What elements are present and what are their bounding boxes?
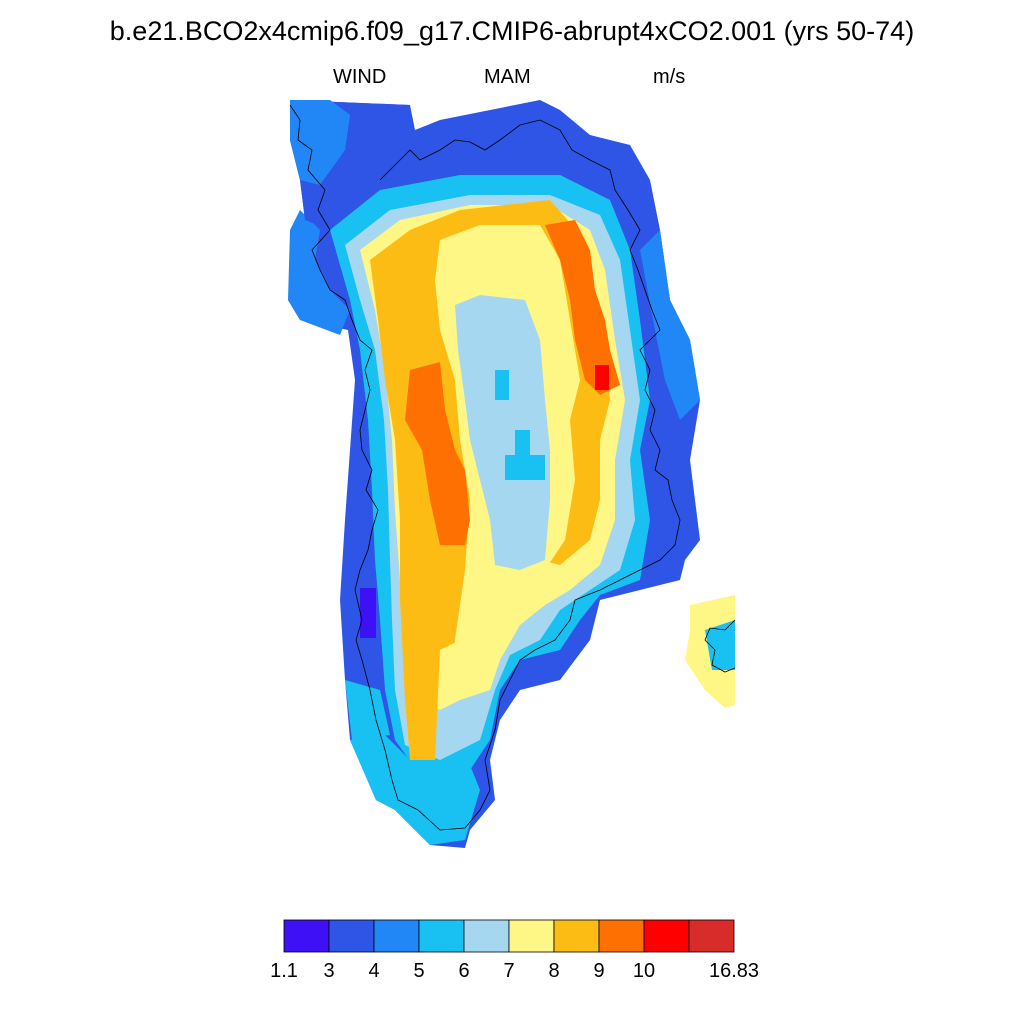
- colorbar-swatch: [598, 919, 645, 953]
- sw-fringe: [345, 680, 390, 740]
- wind-field: [288, 100, 735, 848]
- colorbar-tick-label: 7: [503, 960, 515, 982]
- colorbar-tick-label: 10: [632, 960, 656, 982]
- colorbar-swatch: [463, 919, 510, 953]
- east-fringe: [640, 230, 700, 420]
- west-fringe: [288, 210, 350, 335]
- colorbar-swatch: [418, 919, 465, 953]
- iceland-inner: [705, 620, 735, 670]
- colorbar-tick-label: 3: [323, 960, 335, 982]
- units-label: m/s: [653, 66, 686, 88]
- colorbar-tick-label: 1.1: [270, 960, 298, 982]
- variable-label: WIND: [333, 66, 387, 88]
- central-spot-5-6: [505, 455, 545, 480]
- colorbar-tick-label: 5: [413, 960, 425, 982]
- colorbar-swatch: [283, 919, 330, 953]
- west-min-1-3: [360, 588, 376, 638]
- west-jet-9-10: [405, 362, 470, 545]
- greenland-coastline: [289, 104, 681, 831]
- central-spot-5-6: [515, 430, 530, 455]
- season-label: MAM: [484, 66, 531, 88]
- colorbar-swatch: [688, 919, 735, 953]
- colorbar-swatch: [508, 919, 555, 953]
- northwest-inner: [290, 100, 350, 185]
- colorbar-tick-label: 9: [593, 960, 605, 982]
- east-jet-max: [595, 365, 609, 390]
- central-6-7: [455, 295, 550, 570]
- colorbar-tick-label: 6: [458, 960, 470, 982]
- south-fringe: [350, 730, 480, 845]
- colorbar-swatch: [328, 919, 375, 953]
- colorbar-swatch: [373, 919, 420, 953]
- colorbar-swatch: [553, 919, 600, 953]
- chart-title: b.e21.BCO2x4cmip6.f09_g17.CMIP6-abrupt4x…: [109, 16, 915, 46]
- central-spot-5-6: [495, 370, 509, 400]
- colorbar: [283, 919, 735, 953]
- colorbar-tick-label: 4: [368, 960, 380, 982]
- colorbar-swatch: [643, 919, 690, 953]
- colorbar-tick-label: 16.83: [708, 960, 760, 982]
- colorbar-tick-label: 8: [548, 960, 560, 982]
- iceland-coastline: [704, 619, 736, 673]
- east-jet-9-10: [545, 220, 620, 395]
